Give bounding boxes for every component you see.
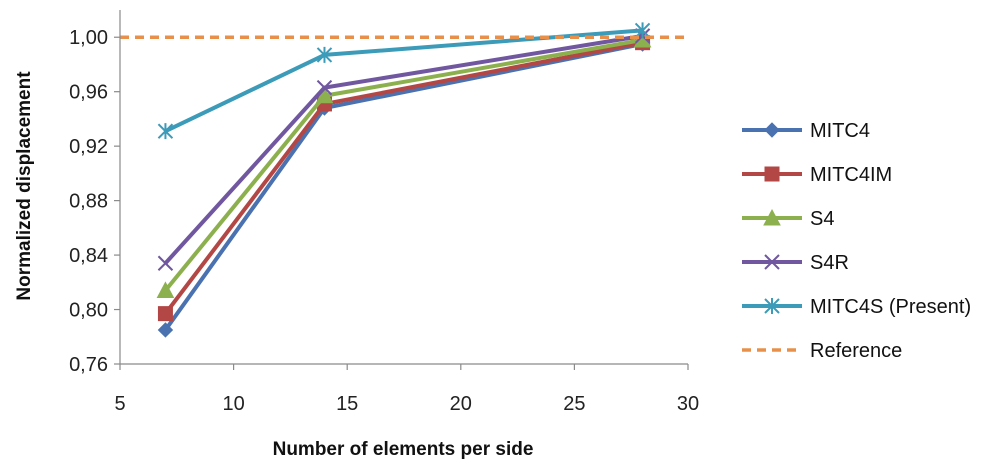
y-tick-label: 0,80 bbox=[69, 300, 108, 322]
legend-marker bbox=[764, 298, 780, 314]
data-point-mitc4s-present bbox=[634, 22, 651, 39]
plot-area bbox=[120, 22, 688, 338]
legend-item-reference: Reference bbox=[742, 340, 902, 362]
x-tick-label: 25 bbox=[563, 393, 585, 415]
legend-item-s4: S4 bbox=[742, 208, 834, 230]
data-point-s4 bbox=[156, 281, 175, 298]
x-tick-label: 5 bbox=[114, 393, 125, 415]
legend-label: Reference bbox=[810, 340, 902, 362]
legend-item-mitc4: MITC4 bbox=[742, 120, 870, 142]
data-point-mitc4s-present bbox=[157, 123, 174, 140]
x-tick-label: 30 bbox=[677, 393, 699, 415]
y-tick-label: 0,84 bbox=[69, 245, 108, 267]
series-s4r bbox=[157, 28, 651, 271]
data-point-s4r bbox=[157, 255, 174, 271]
x-tick-label: 10 bbox=[222, 393, 244, 415]
y-tick-label: 0,96 bbox=[69, 82, 108, 104]
series-mitc4s-present bbox=[157, 22, 651, 140]
legend-marker bbox=[764, 166, 780, 182]
y-tick-label: 1,00 bbox=[69, 27, 108, 49]
axes: Number of elements per side Normalized d… bbox=[14, 10, 699, 460]
series-s4 bbox=[156, 30, 652, 298]
legend-marker bbox=[764, 122, 780, 138]
legend-marker bbox=[763, 208, 781, 226]
legend-item-s4r: S4R bbox=[742, 252, 849, 274]
data-point-s4 bbox=[315, 86, 334, 104]
legend-label: MITC4S (Present) bbox=[810, 296, 971, 318]
legend-marker bbox=[764, 254, 780, 270]
legend-item-mitc4im: MITC4IM bbox=[742, 164, 892, 186]
series-mitc4im bbox=[157, 35, 651, 322]
x-tick-label: 20 bbox=[450, 393, 472, 415]
legend-label: S4R bbox=[810, 252, 849, 274]
legend: MITC4 MITC4IM S4 S4R MITC4S (Present) Referen… bbox=[742, 120, 971, 362]
legend-label: S4 bbox=[810, 208, 834, 230]
legend-label: MITC4 bbox=[810, 120, 870, 142]
series-line-s4 bbox=[163, 37, 643, 292]
legend-label: MITC4IM bbox=[810, 164, 892, 186]
y-axis-title: Normalized displacement bbox=[14, 71, 35, 301]
legend-item-mitc4s-present: MITC4S (Present) bbox=[742, 296, 971, 318]
data-point-mitc4im bbox=[157, 306, 173, 322]
data-point-mitc4 bbox=[157, 322, 174, 338]
y-tick-label: 0,76 bbox=[69, 354, 108, 376]
y-tick-label: 0,88 bbox=[69, 191, 108, 213]
data-point-mitc4s-present bbox=[316, 46, 333, 63]
data-point-s4r bbox=[316, 79, 333, 96]
x-tick-label: 15 bbox=[336, 393, 358, 415]
y-tick-label: 0,92 bbox=[69, 136, 108, 158]
x-axis-title: Number of elements per side bbox=[273, 439, 534, 460]
